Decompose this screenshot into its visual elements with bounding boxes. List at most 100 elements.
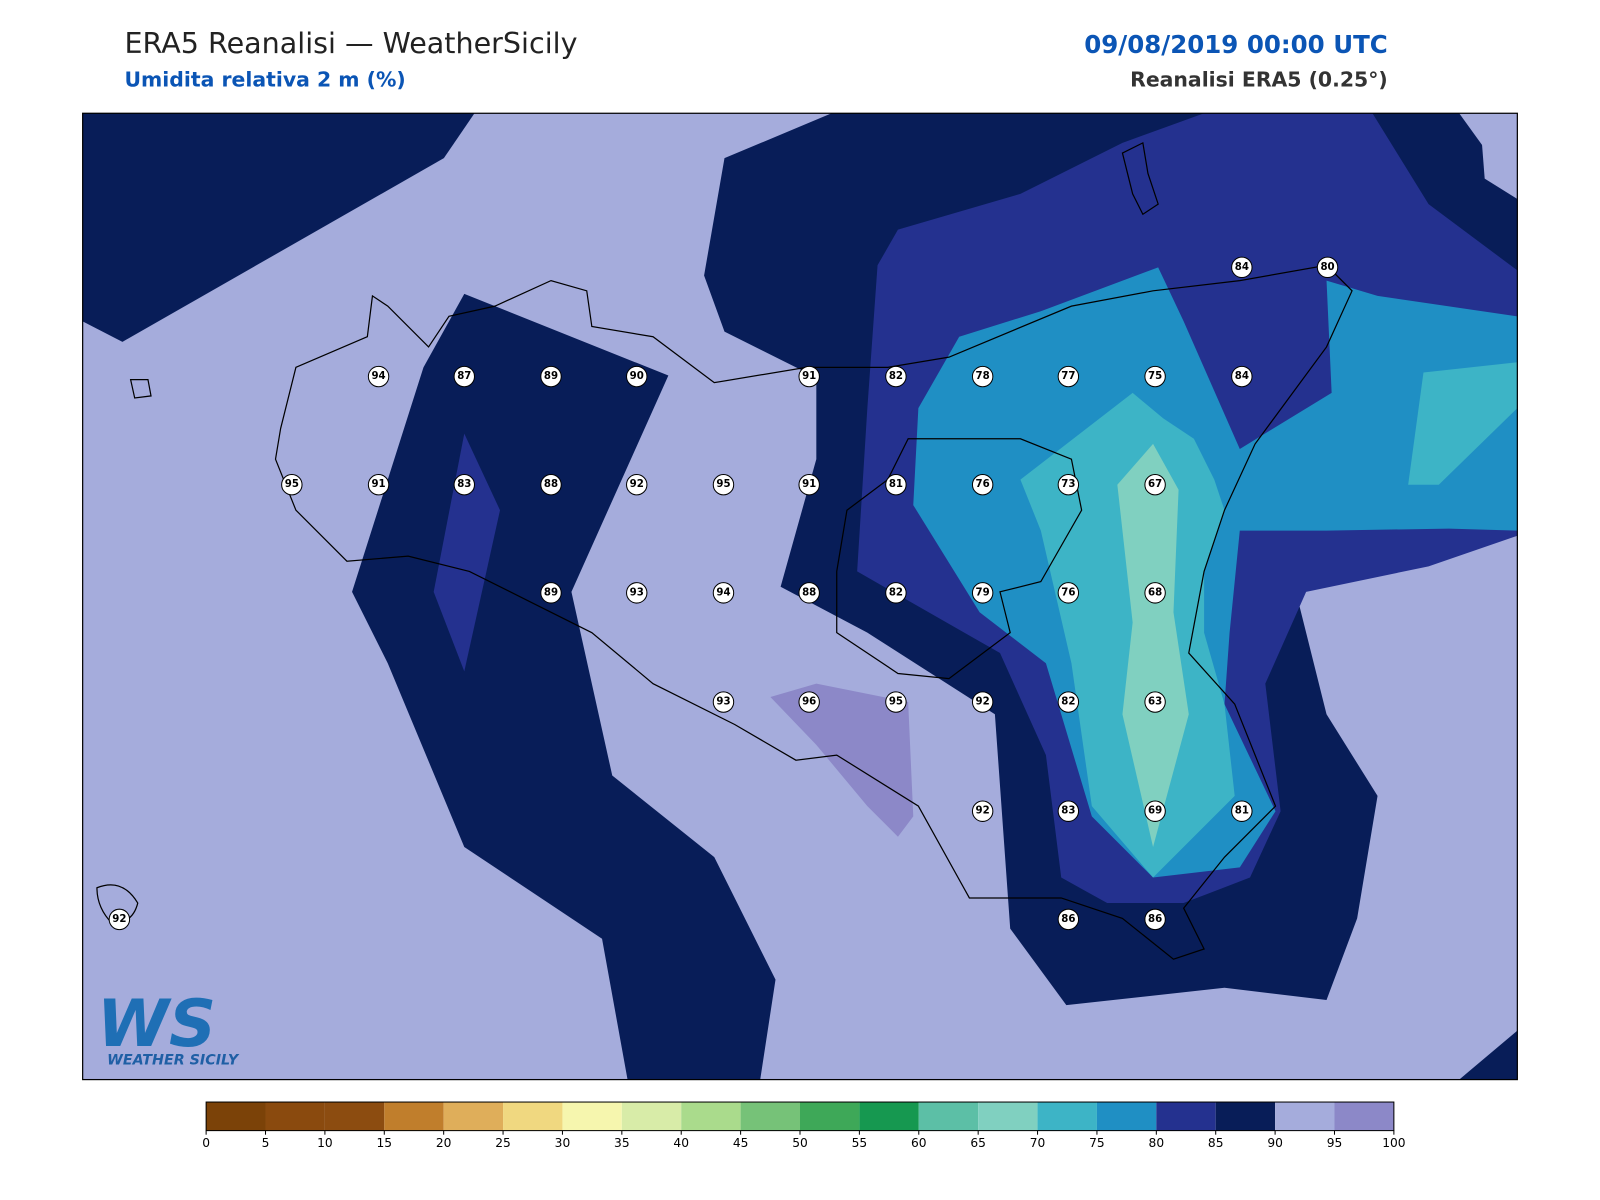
station-marker	[971, 800, 994, 822]
contour	[913, 267, 1518, 878]
station-value: 92	[976, 806, 990, 817]
station-value: 89	[544, 371, 558, 382]
island	[1121, 141, 1159, 216]
station-marker	[712, 582, 735, 604]
station-value: 86	[1061, 914, 1075, 925]
colorbar-bin	[384, 1102, 444, 1131]
station-value: 95	[889, 697, 903, 708]
station-marker	[885, 582, 907, 604]
coastline-path	[836, 438, 1083, 680]
station-marker	[540, 473, 562, 496]
station-value: 73	[1061, 479, 1075, 490]
colorbar-tick-label: 55	[852, 1136, 868, 1150]
station-marker	[540, 365, 562, 388]
station-value: 82	[1061, 697, 1075, 708]
station-value: 76	[976, 479, 990, 490]
station-marker	[1231, 800, 1253, 822]
station-marker	[1231, 365, 1253, 388]
stations: 84 80 94 87 89 90 91 82 78 77 75 84 95 91 83 88 92 95 91 81…	[108, 256, 1339, 931]
contour	[1408, 362, 1518, 485]
colorbar-bin	[1275, 1102, 1335, 1131]
logo-mark: WS	[97, 986, 216, 1062]
station-value: 84	[1235, 262, 1249, 273]
station-marker	[971, 582, 994, 604]
station-marker	[1144, 908, 1166, 931]
contour	[1459, 1030, 1518, 1080]
colorbar-bin	[681, 1102, 741, 1131]
station-marker	[626, 365, 648, 388]
station-value: 87	[457, 371, 471, 382]
station-marker	[453, 365, 475, 388]
colorbar-tick-label: 15	[376, 1136, 392, 1150]
colorbar-tick-label: 100	[1382, 1136, 1405, 1150]
station-value: 68	[1148, 587, 1162, 598]
station-value: 93	[716, 697, 730, 708]
station-value: 88	[802, 587, 816, 598]
source: Reanalisi ERA5 (0.25°)	[1130, 68, 1388, 92]
title: ERA5 Reanalisi — WeatherSicily	[124, 26, 577, 60]
station-value: 91	[802, 371, 816, 382]
station-marker	[1144, 691, 1166, 713]
station-value: 91	[802, 479, 816, 490]
station-marker	[1057, 365, 1080, 388]
station-value: 83	[457, 479, 471, 490]
station-marker	[798, 582, 820, 604]
colorbar-tick-label: 90	[1267, 1136, 1283, 1150]
logo: WS WEATHER SICILY	[97, 986, 240, 1068]
contour	[1020, 392, 1235, 878]
station-marker	[798, 365, 820, 388]
station-value: 75	[1148, 371, 1162, 382]
colorbar: 0 5 10 15 20 25 30 35 40 45 50 55 60 65 70 75 80 85 90 95 10…	[202, 1101, 1406, 1150]
coastline-path	[274, 264, 1353, 960]
station-marker	[1057, 800, 1080, 822]
colorbar-bin	[859, 1102, 919, 1131]
contour	[82, 113, 475, 342]
station-marker	[1144, 473, 1166, 496]
station-value: 63	[1148, 697, 1162, 708]
station-value: 77	[1061, 371, 1075, 382]
station-value: 96	[802, 697, 816, 708]
colorbar-bin	[265, 1102, 325, 1131]
station-marker	[367, 365, 390, 388]
colorbar-tick-label: 45	[733, 1136, 749, 1150]
colorbar-tick-label: 60	[911, 1136, 927, 1150]
colorbar-tick-label: 20	[436, 1136, 452, 1150]
colorbar-tick-label: 95	[1327, 1136, 1343, 1150]
colorbar-tick-label: 70	[1030, 1136, 1046, 1150]
station-value: 95	[285, 479, 299, 490]
station-marker	[798, 473, 820, 496]
station-marker	[971, 365, 994, 388]
station-marker	[1144, 365, 1166, 388]
station-value: 82	[889, 587, 903, 598]
station-marker	[108, 908, 131, 931]
colorbar-tick-label: 5	[262, 1136, 270, 1150]
station-value: 80	[1320, 262, 1334, 273]
colorbar-bin	[1215, 1102, 1276, 1131]
station-marker	[1057, 908, 1080, 931]
colorbar-bin	[1156, 1102, 1216, 1131]
station-value: 89	[544, 587, 558, 598]
colorbar-tick-label: 10	[317, 1136, 333, 1150]
colorbar-bin	[800, 1102, 860, 1131]
date: 09/08/2019 00:00 UTC	[1084, 30, 1388, 59]
colorbar-tick-label: 75	[1089, 1136, 1105, 1150]
colorbar-bin	[324, 1102, 385, 1131]
station-marker	[1144, 582, 1166, 604]
station-value: 69	[1148, 806, 1162, 817]
colorbar-bin	[740, 1102, 800, 1131]
colorbar-bin	[978, 1102, 1038, 1131]
station-value: 83	[1061, 806, 1075, 817]
station-value: 92	[630, 479, 644, 490]
colorbar-tick-label: 35	[614, 1136, 630, 1150]
colorbar-bin	[918, 1102, 979, 1131]
station-marker	[885, 473, 907, 496]
station-marker	[971, 473, 994, 496]
colorbar-tick-label: 40	[673, 1136, 689, 1150]
station-marker	[540, 582, 562, 604]
colorbar-tick-label: 65	[970, 1136, 986, 1150]
contour	[1479, 113, 1518, 199]
station-marker	[367, 473, 390, 496]
station-value: 82	[889, 371, 903, 382]
contour	[433, 433, 500, 672]
